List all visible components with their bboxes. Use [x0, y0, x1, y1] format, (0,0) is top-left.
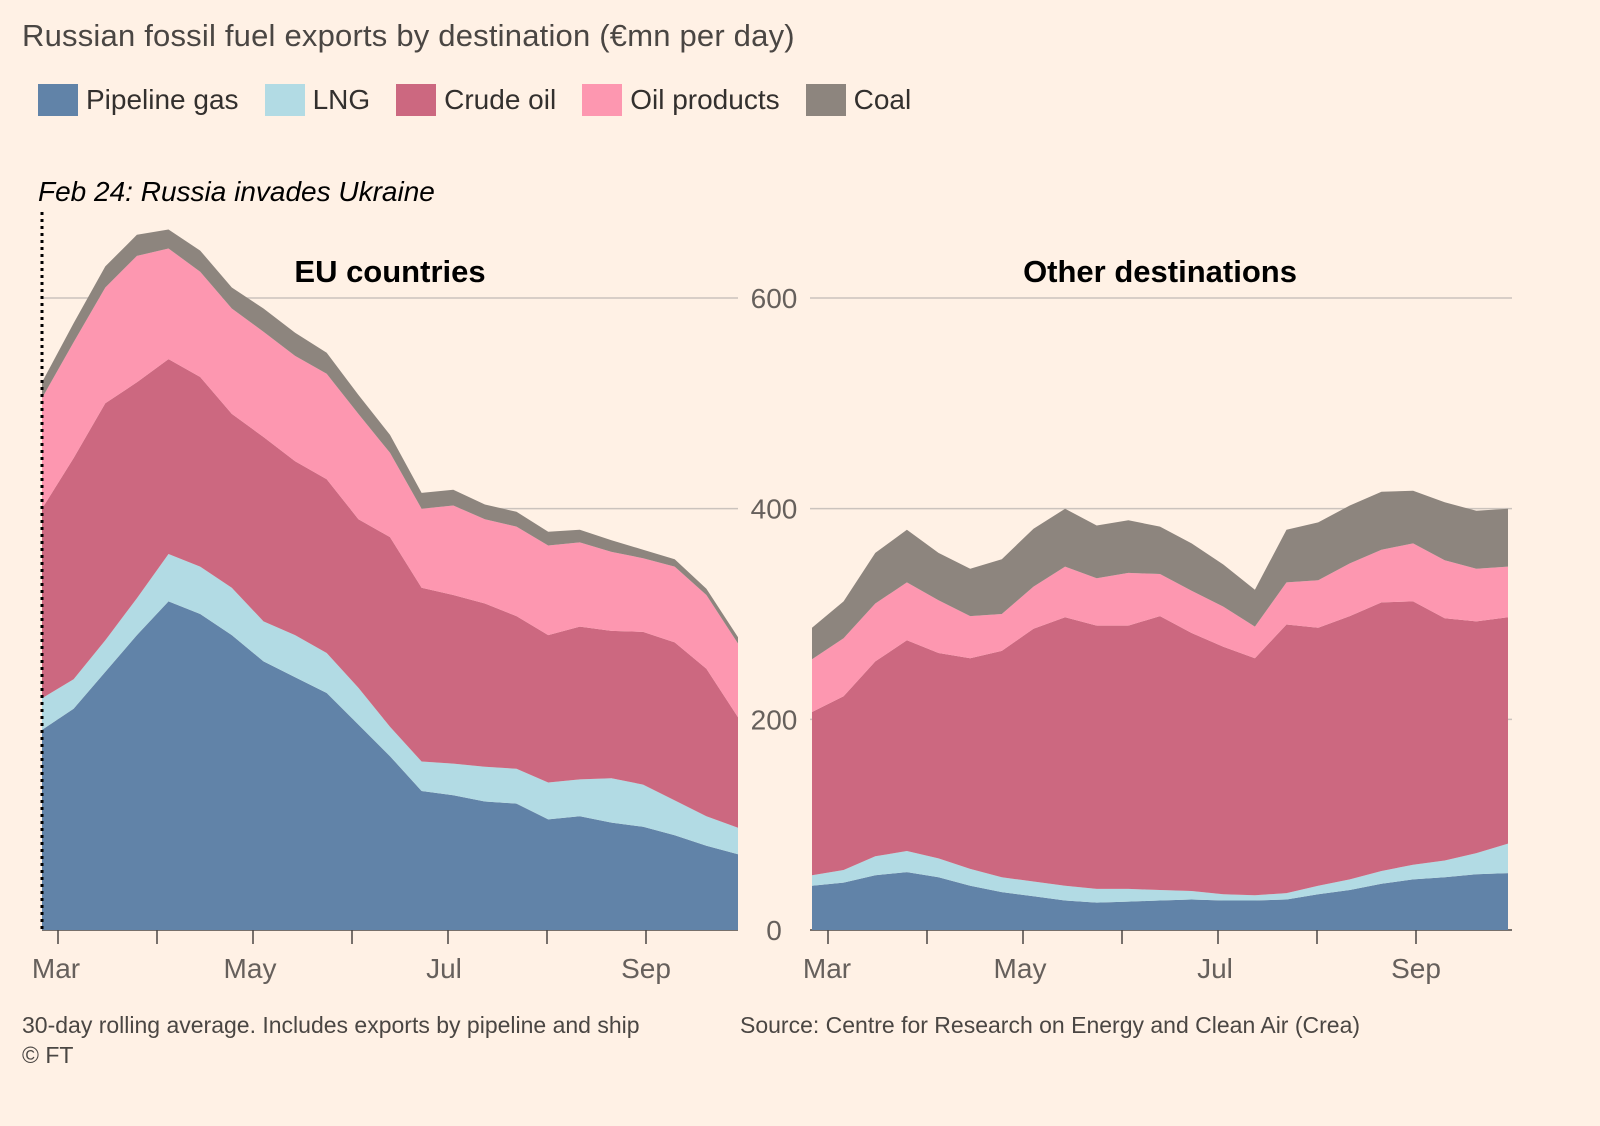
- y-tick-label-200: 200: [751, 704, 798, 735]
- eu-countries-panel-title: EU countries: [294, 254, 485, 289]
- y-tick-label-0: 0: [766, 915, 782, 946]
- credit: © FT: [22, 1042, 74, 1068]
- other-destinations-x-tick-label-mar: Mar: [803, 953, 851, 984]
- invasion-annotation: Feb 24: Russia invades Ukraine: [38, 176, 435, 207]
- other-destinations-area-coal: [812, 490, 1508, 660]
- legend-swatch-lng: [264, 84, 305, 116]
- chart-title: Russian fossil fuel exports by destinati…: [22, 18, 795, 53]
- legend-item-oil-products: Oil products: [582, 84, 780, 116]
- eu-countries-area-lng: [42, 554, 738, 855]
- other-destinations-area-pipeline-gas: [812, 872, 1508, 930]
- footnote: 30-day rolling average. Includes exports…: [22, 1012, 640, 1038]
- eu-countries-area-oil-products: [42, 248, 738, 718]
- legend-item-lng: LNG: [264, 84, 371, 116]
- eu-countries-x-tick-label-mar: Mar: [32, 953, 80, 984]
- legend-label-crude-oil: Crude oil: [444, 84, 557, 115]
- legend-item-coal: Coal: [805, 84, 912, 116]
- eu-countries-x-tick-label-sep: Sep: [621, 953, 671, 984]
- eu-countries-areas: [42, 229, 738, 930]
- other-destinations-x-tick-label-jul: Jul: [1197, 953, 1233, 984]
- legend-item-crude-oil: Crude oil: [396, 84, 556, 116]
- eu-countries-x-tick-label-jul: Jul: [426, 953, 462, 984]
- other-destinations-x-tick-label-may: May: [994, 953, 1047, 984]
- other-destinations-x-tick-label-sep: Sep: [1391, 953, 1441, 984]
- legend: Pipeline gas LNG Crude oil Oil products …: [38, 84, 937, 116]
- other-destinations-area-lng: [812, 843, 1508, 903]
- legend-item-pipeline-gas: Pipeline gas: [38, 84, 239, 116]
- legend-swatch-pipeline-gas: [38, 84, 78, 116]
- legend-swatch-crude-oil: [396, 84, 437, 116]
- other-destinations-area-crude-oil: [812, 601, 1508, 896]
- other-destinations-panel-title: Other destinations: [1023, 254, 1297, 289]
- y-tick-label-600: 600: [751, 283, 798, 314]
- legend-label-coal: Coal: [853, 84, 912, 115]
- legend-label-pipeline-gas: Pipeline gas: [86, 84, 239, 115]
- other-destinations-areas: [812, 490, 1508, 930]
- legend-label-lng: LNG: [312, 84, 371, 115]
- legend-swatch-coal: [805, 84, 846, 116]
- y-tick-label-400: 400: [751, 494, 798, 525]
- eu-countries-area-coal: [42, 229, 738, 644]
- source-note: Source: Centre for Research on Energy an…: [740, 1012, 1361, 1038]
- other-destinations-area-oil-products: [812, 543, 1508, 712]
- legend-swatch-oil-products: [582, 84, 623, 116]
- eu-countries-x-tick-label-may: May: [224, 953, 277, 984]
- eu-countries-area-crude-oil: [42, 359, 738, 828]
- eu-countries-area-pipeline-gas: [42, 601, 738, 930]
- legend-label-oil-products: Oil products: [630, 84, 780, 115]
